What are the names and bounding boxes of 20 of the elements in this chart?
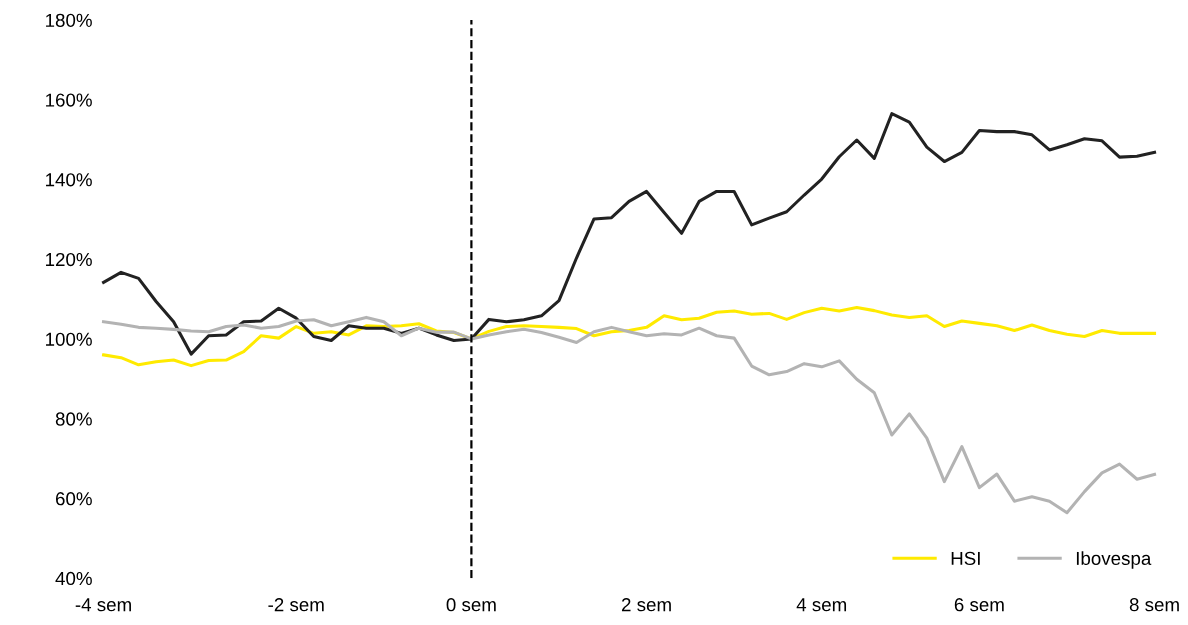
x-tick-label: 2 sem — [621, 598, 671, 612]
y-tick-label: 120% — [46, 252, 92, 267]
x-tick-label: 8 sem — [1129, 598, 1179, 612]
x-tick-label: -2 sem — [268, 598, 324, 612]
x-tick-label: 4 sem — [796, 598, 847, 612]
legend-label: Ibovespa — [1076, 551, 1152, 569]
y-tick-label: 60% — [55, 492, 92, 506]
legend-label: HSI — [951, 551, 980, 566]
line-series — [102, 315, 1157, 515]
x-tick-label: 6 sem — [954, 598, 1004, 612]
y-tick-label: 40% — [55, 571, 92, 586]
line-series — [102, 305, 1157, 368]
x-tick-label: 0 sem — [446, 598, 496, 612]
y-tick-label: 100% — [46, 332, 92, 346]
y-tick-label: 80% — [55, 412, 92, 426]
y-tick-label: 140% — [46, 173, 92, 187]
line-series — [102, 112, 1157, 356]
x-tick-label: -4 sem — [75, 598, 131, 612]
y-tick-label: 160% — [46, 93, 92, 107]
y-tick-label: 180% — [46, 13, 92, 27]
